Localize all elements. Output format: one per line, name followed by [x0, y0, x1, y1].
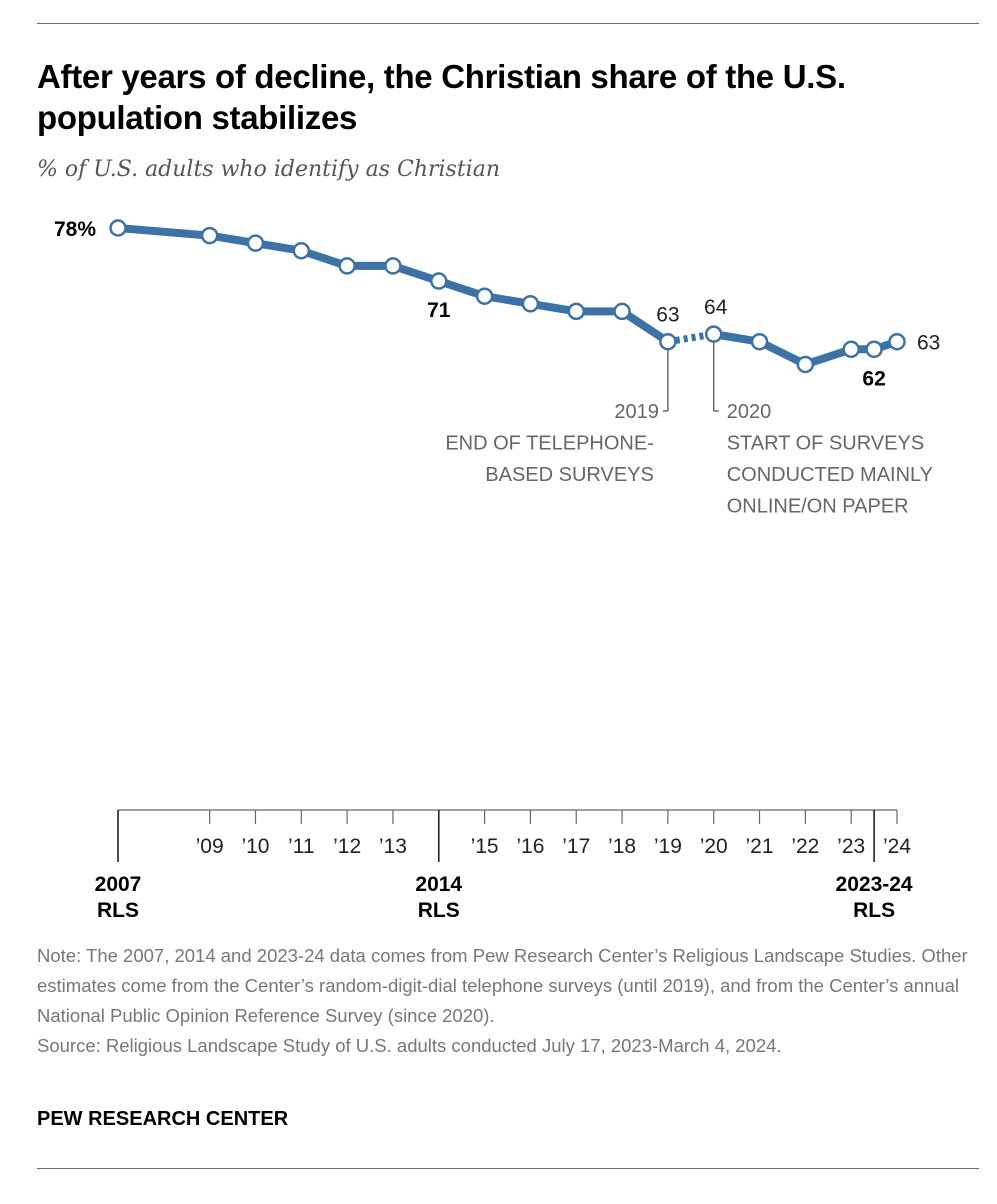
data-point	[521, 295, 540, 313]
x-tick-label: ’20	[700, 835, 728, 858]
x-tick-label: ’11	[288, 835, 314, 858]
x-tick-label: ’12	[333, 835, 361, 858]
x-tick-label: ’17	[562, 835, 590, 858]
data-point	[865, 340, 883, 359]
x-tick-label: ’09	[196, 835, 224, 858]
x-tick-label: ’22	[791, 835, 819, 858]
data-label: 64	[704, 296, 728, 319]
data-point	[613, 302, 631, 321]
data-point	[338, 257, 356, 275]
x-tick-label: ’10	[241, 835, 269, 858]
brand-label: PEW RESEARCH CENTER	[37, 1108, 289, 1130]
major-tick-label: RLS	[97, 899, 139, 922]
data-point	[704, 325, 723, 343]
x-tick-label: ’24	[883, 835, 911, 858]
data-point	[750, 332, 769, 351]
x-tick-label: ’13	[379, 835, 407, 858]
data-label: 78%	[54, 218, 96, 241]
bottom-rule	[37, 1168, 979, 1169]
x-tick-label: ’15	[471, 835, 499, 858]
series-line	[117, 224, 671, 346]
major-tick-label: 2014	[415, 873, 462, 896]
data-point	[659, 332, 677, 351]
annotation-label: ONLINE/ON PAPER	[727, 496, 909, 518]
data-label: 63	[917, 332, 940, 355]
x-tick-label: ’19	[654, 835, 682, 858]
data-point	[796, 355, 815, 374]
data-label: 62	[862, 367, 885, 390]
data-point	[292, 241, 311, 260]
major-tick-label: 2007	[95, 873, 142, 896]
data-point	[109, 219, 127, 237]
x-tick-label: ’23	[837, 835, 865, 858]
data-label: 63	[656, 304, 679, 327]
x-tick-label: ’18	[608, 835, 636, 858]
major-tick-label: RLS	[853, 899, 895, 922]
data-point	[200, 226, 219, 245]
data-point	[384, 257, 402, 275]
annotation-label: START OF SURVEYS	[727, 433, 924, 455]
annotation-label: END OF TELEPHONE-	[445, 433, 654, 455]
major-tick-label: RLS	[418, 899, 460, 922]
annotation-label: CONDUCTED MAINLY	[727, 464, 933, 486]
chart-note: Note: The 2007, 2014 and 2023-24 data co…	[37, 941, 977, 1061]
note-text: Note: The 2007, 2014 and 2023-24 data co…	[37, 945, 968, 1026]
chart-title: After years of decline, the Christian sh…	[37, 58, 846, 136]
annotation-label: 2019	[614, 401, 659, 423]
annotation-label: BASED SURVEYS	[485, 464, 654, 486]
source-text: Source: Religious Landscape Study of U.S…	[37, 1035, 782, 1056]
line-chart: ’09 ’10 ’11 ’12 ’13 ’15 ’16 ’17 ’18 ’19 ’20 ’21 ’22 ’…	[54, 218, 940, 922]
x-tick-label: ’16	[516, 835, 544, 858]
chart-subtitle: % of U.S. adults who identify as Christi…	[37, 157, 500, 182]
data-point	[888, 332, 906, 351]
annotation-label: 2020	[727, 401, 772, 423]
data-point	[567, 302, 585, 321]
top-rule	[37, 23, 979, 24]
data-label: 71	[427, 299, 451, 322]
x-tick-label: ’21	[746, 835, 774, 858]
data-point	[246, 234, 265, 252]
major-tick-label: 2023-24	[836, 873, 913, 896]
data-point	[430, 272, 448, 290]
data-point	[842, 340, 860, 359]
data-point	[475, 287, 494, 305]
